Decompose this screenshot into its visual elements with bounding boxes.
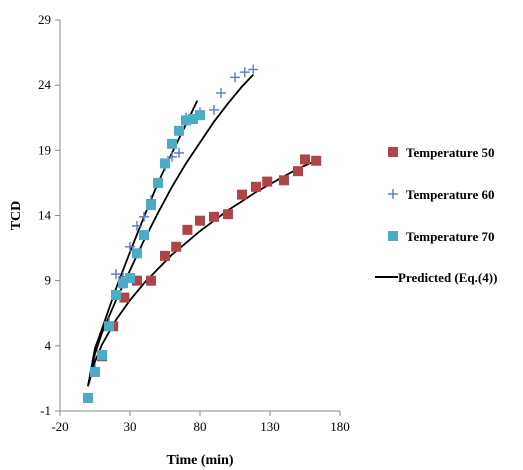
legend: Temperature 50 Temperature 60 Temperature …: [375, 145, 497, 285]
data-point: [83, 392, 93, 403]
data-point: [139, 230, 149, 241]
x-tick-label: 80: [194, 419, 207, 434]
data-point: [132, 275, 142, 286]
data-point: [119, 292, 130, 303]
data-point: [146, 200, 156, 211]
data-point: [160, 158, 170, 169]
data-point: [195, 215, 205, 226]
y-tick-label: 9: [45, 273, 52, 288]
y-tick-label: 19: [38, 142, 51, 157]
data-point: [216, 87, 226, 98]
data-point: [167, 138, 177, 149]
data-point: [146, 275, 156, 286]
data-point: [311, 155, 322, 166]
data-point: [300, 154, 310, 165]
axes: -1 4 9 14 19 24 29 -20 30 80 130 180: [38, 12, 350, 434]
x-tick-label: 130: [260, 419, 280, 434]
data-point: [111, 269, 121, 280]
data-point: [125, 273, 135, 284]
y-tick-label: 24: [38, 77, 52, 92]
series-3: [83, 110, 205, 403]
y-tick-label: -1: [40, 403, 51, 418]
data-point: [262, 176, 273, 187]
data-point: [209, 211, 219, 222]
x-tick-label: 180: [330, 419, 350, 434]
data-point: [125, 241, 135, 252]
x-tick-label: -20: [51, 419, 68, 434]
y-tick-label: 14: [38, 208, 52, 223]
predicted-curves: [87, 74, 317, 387]
predicted-curve-3: [87, 100, 199, 387]
data-point: [239, 67, 250, 78]
data-point: [174, 125, 184, 136]
data-point: [223, 209, 233, 220]
data-markers: [83, 64, 322, 403]
data-point: [293, 166, 303, 177]
data-point: [139, 211, 149, 222]
data-point: [104, 321, 114, 332]
x-axis-title: Time (min): [166, 453, 233, 468]
y-tick-label: 29: [38, 12, 51, 27]
data-point: [111, 290, 121, 301]
data-point: [160, 250, 170, 261]
legend-label-2: Temperature 60: [406, 187, 494, 202]
legend-label-1: Temperature 50: [406, 145, 494, 160]
legend-marker-3: [388, 231, 398, 241]
data-point: [90, 366, 100, 377]
x-tick-label: 30: [124, 419, 137, 434]
data-point: [97, 349, 107, 360]
data-point: [171, 241, 182, 252]
data-point: [230, 72, 240, 83]
series-2: [83, 64, 259, 403]
data-point: [182, 224, 193, 235]
data-point: [153, 177, 163, 188]
legend-marker-1: [388, 147, 398, 157]
data-point: [248, 64, 259, 75]
legend-label-predicted: Predicted (Eq.(4)): [398, 270, 497, 285]
data-point: [195, 110, 205, 121]
data-point: [132, 248, 142, 259]
data-point: [174, 147, 184, 158]
data-point: [237, 189, 247, 200]
data-point: [209, 104, 219, 115]
data-point: [167, 151, 177, 162]
data-point: [132, 220, 142, 231]
data-point: [279, 175, 289, 186]
data-point: [188, 114, 198, 125]
legend-label-3: Temperature 70: [406, 229, 494, 244]
data-point: [181, 115, 191, 126]
data-point: [251, 181, 261, 192]
predicted-curve-2: [87, 74, 254, 387]
data-point: [118, 278, 128, 289]
y-axis-title: TCD: [9, 201, 24, 231]
y-tick-label: 4: [45, 338, 52, 353]
legend-marker-2: [388, 189, 398, 199]
